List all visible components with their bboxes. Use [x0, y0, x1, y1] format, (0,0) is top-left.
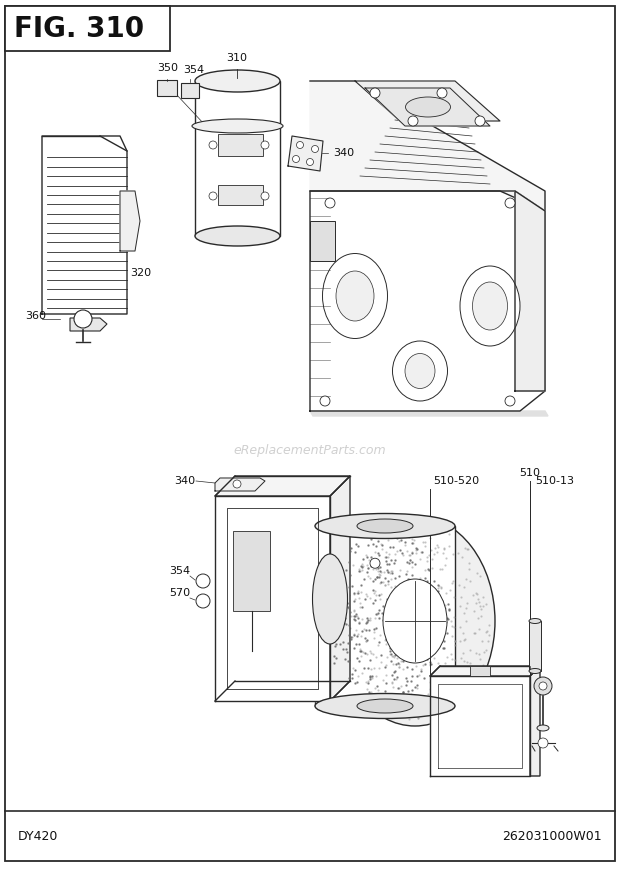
- Polygon shape: [310, 191, 545, 411]
- Circle shape: [306, 159, 314, 165]
- Circle shape: [209, 141, 217, 149]
- Polygon shape: [355, 81, 500, 121]
- Ellipse shape: [322, 253, 388, 339]
- Text: 354: 354: [169, 566, 190, 576]
- FancyBboxPatch shape: [157, 80, 177, 96]
- Bar: [218, 185, 263, 205]
- Text: 310: 310: [226, 53, 247, 63]
- Ellipse shape: [405, 354, 435, 388]
- Polygon shape: [515, 191, 545, 391]
- Circle shape: [370, 558, 380, 568]
- Bar: [218, 134, 263, 156]
- Polygon shape: [70, 318, 107, 331]
- Bar: [195, 81, 280, 236]
- Polygon shape: [120, 191, 140, 251]
- Text: 510: 510: [520, 468, 541, 478]
- Polygon shape: [42, 136, 127, 314]
- Circle shape: [534, 677, 552, 695]
- Polygon shape: [470, 666, 490, 676]
- Text: 360: 360: [25, 311, 46, 321]
- Text: FIG. 310: FIG. 310: [14, 15, 144, 43]
- Bar: [315, 526, 455, 706]
- Circle shape: [408, 116, 418, 126]
- Ellipse shape: [315, 514, 455, 538]
- Circle shape: [261, 141, 269, 149]
- Polygon shape: [215, 496, 330, 701]
- Circle shape: [293, 156, 299, 163]
- Text: 320: 320: [130, 268, 151, 278]
- Ellipse shape: [195, 70, 280, 92]
- Bar: [310, 221, 335, 261]
- Text: 340: 340: [333, 148, 354, 158]
- Circle shape: [311, 145, 319, 152]
- Circle shape: [233, 480, 241, 488]
- Circle shape: [196, 574, 210, 588]
- Ellipse shape: [192, 119, 283, 133]
- Bar: [5, 6, 170, 51]
- Polygon shape: [310, 411, 548, 416]
- Circle shape: [437, 88, 447, 98]
- FancyBboxPatch shape: [181, 83, 199, 98]
- Ellipse shape: [357, 519, 413, 533]
- Polygon shape: [330, 476, 350, 701]
- Circle shape: [196, 594, 210, 608]
- Text: DY420: DY420: [18, 829, 58, 842]
- Circle shape: [320, 396, 330, 406]
- Circle shape: [475, 116, 485, 126]
- Polygon shape: [310, 81, 545, 211]
- Circle shape: [325, 198, 335, 208]
- Ellipse shape: [529, 618, 541, 624]
- Text: 262031000W01: 262031000W01: [502, 829, 602, 842]
- Text: 340: 340: [174, 476, 195, 486]
- Polygon shape: [430, 676, 530, 776]
- Text: 354: 354: [183, 65, 204, 75]
- Polygon shape: [288, 136, 323, 171]
- Ellipse shape: [195, 226, 280, 246]
- Ellipse shape: [472, 282, 508, 330]
- Circle shape: [505, 396, 515, 406]
- Ellipse shape: [537, 725, 549, 731]
- Circle shape: [209, 192, 217, 200]
- Polygon shape: [529, 621, 541, 671]
- Ellipse shape: [383, 579, 447, 663]
- Text: 510-520: 510-520: [433, 476, 479, 486]
- Ellipse shape: [392, 341, 448, 401]
- Ellipse shape: [335, 516, 495, 726]
- Text: eReplacementParts.com: eReplacementParts.com: [234, 444, 386, 457]
- Text: 350: 350: [157, 63, 178, 73]
- Ellipse shape: [405, 97, 451, 117]
- Circle shape: [74, 310, 92, 328]
- Ellipse shape: [336, 271, 374, 321]
- Ellipse shape: [357, 699, 413, 713]
- Polygon shape: [530, 666, 540, 776]
- Circle shape: [296, 141, 304, 148]
- Circle shape: [261, 192, 269, 200]
- Circle shape: [370, 88, 380, 98]
- Text: 510-13: 510-13: [535, 476, 574, 486]
- Polygon shape: [233, 531, 270, 611]
- Polygon shape: [215, 478, 265, 491]
- Polygon shape: [365, 88, 490, 126]
- Polygon shape: [430, 666, 540, 676]
- Text: 570: 570: [169, 588, 190, 598]
- Ellipse shape: [315, 693, 455, 719]
- Ellipse shape: [312, 554, 347, 644]
- Circle shape: [539, 682, 547, 690]
- Ellipse shape: [460, 266, 520, 346]
- Circle shape: [505, 198, 515, 208]
- Polygon shape: [215, 476, 350, 496]
- Ellipse shape: [529, 669, 541, 673]
- Circle shape: [538, 738, 548, 748]
